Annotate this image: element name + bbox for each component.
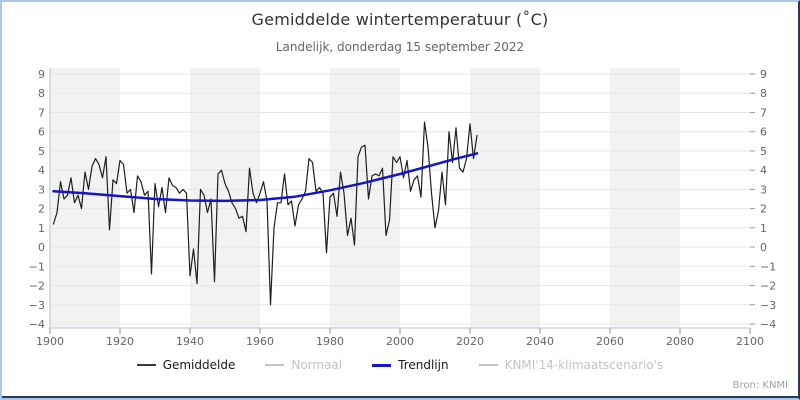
- legend-label: Trendlijn: [398, 358, 449, 372]
- y-axis-tick-label-right: 3: [760, 183, 767, 196]
- plot-area[interactable]: 1900 1920 1940 1960 1980 2000 2020 2040 2060 2080…: [2, 2, 800, 354]
- y-axis-tick-label-right: 4: [760, 164, 767, 177]
- y-axis-tick-label-left: −3: [29, 299, 45, 312]
- background-band: [610, 68, 680, 328]
- y-axis-tick-label-left: 1: [38, 222, 45, 235]
- x-axis-tick-label: 2040: [526, 335, 554, 348]
- chart-title: Gemiddelde wintertemperatuur (˚C): [251, 10, 549, 29]
- legend-item-knmi-14-klimaatscenario-s[interactable]: KNMI'14-klimaatscenario's: [478, 358, 664, 372]
- x-axis-tick-label: 1920: [106, 335, 134, 348]
- background-band: [50, 68, 120, 328]
- legend-line-swatch: [372, 363, 392, 367]
- legend-line-swatch: [265, 364, 285, 366]
- y-axis-tick-label-left: 5: [38, 145, 45, 158]
- y-axis-tick-label-left: 2: [38, 203, 45, 216]
- series-line-gemiddelde: [52, 121, 478, 306]
- y-axis-tick-label-right: 8: [760, 87, 767, 100]
- x-axis-tick-label: 2080: [666, 335, 694, 348]
- y-axis-tick-label-right: 0: [760, 241, 767, 254]
- y-axis-tick-label-left: −2: [29, 280, 45, 293]
- legend-label: Gemiddelde: [162, 358, 236, 372]
- y-axis-tick-label-right: −1: [760, 260, 776, 273]
- legend-item-gemiddelde[interactable]: Gemiddelde: [136, 358, 236, 372]
- chart-subtitle: Landelijk, donderdag 15 september 2022: [275, 40, 525, 54]
- x-axis-tick-label: 1980: [316, 335, 344, 348]
- x-axis-tick-label: 2020: [456, 335, 484, 348]
- y-axis-tick-label-right: −3: [760, 299, 776, 312]
- y-axis-tick-label-left: 6: [38, 126, 45, 139]
- y-axis-tick-label-left: −1: [29, 260, 45, 273]
- x-axis-tick-label: 1900: [36, 335, 64, 348]
- y-axis-tick-label-right: 6: [760, 126, 767, 139]
- y-axis-tick-label-right: 2: [760, 203, 767, 216]
- series-line-trendlijn: [52, 152, 479, 203]
- y-axis-tick-label-left: 0: [38, 241, 45, 254]
- background-band: [330, 68, 400, 328]
- legend-label: KNMI'14-klimaatscenario's: [504, 358, 664, 372]
- legend-line-swatch: [478, 364, 498, 366]
- y-axis-tick-label-right: 9: [760, 68, 767, 81]
- y-axis-tick-label-left: −4: [29, 318, 45, 331]
- y-axis-tick-label-right: 1: [760, 222, 767, 235]
- y-axis-tick-label-right: 7: [760, 106, 767, 119]
- y-axis-tick-label-left: 9: [38, 68, 45, 81]
- x-axis-tick-label: 1940: [176, 335, 204, 348]
- y-axis-tick-label-right: −4: [760, 318, 776, 331]
- legend-item-trendlijn[interactable]: Trendlijn: [372, 358, 449, 372]
- legend: Gemiddelde Normaal Trendlijn KNMI'14-klimaa…: [2, 358, 798, 372]
- bottom-border-accent: [2, 396, 798, 398]
- x-axis-tick-label: 2000: [386, 335, 414, 348]
- y-axis-tick-label-right: 5: [760, 145, 767, 158]
- legend-line-swatch: [136, 364, 156, 366]
- source-note: Bron: KNMI: [732, 380, 788, 391]
- legend-label: Normaal: [291, 358, 343, 372]
- y-axis-tick-label-left: 7: [38, 106, 45, 119]
- background-band: [470, 68, 540, 328]
- y-axis-tick-label-left: 8: [38, 87, 45, 100]
- x-axis-tick-label: 2060: [596, 335, 624, 348]
- y-axis-tick-label-left: 3: [38, 183, 45, 196]
- legend-item-normaal[interactable]: Normaal: [265, 358, 342, 372]
- x-axis-tick-label: 2100: [736, 335, 764, 348]
- y-axis-tick-label-right: −2: [760, 280, 776, 293]
- y-axis-tick-label-left: 4: [38, 164, 45, 177]
- x-axis-tick-label: 1960: [246, 335, 274, 348]
